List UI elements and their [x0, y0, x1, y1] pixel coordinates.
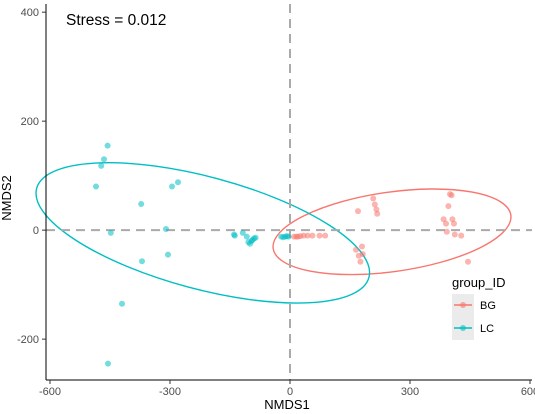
point-bg — [355, 208, 361, 215]
y-tick-label: 200 — [21, 116, 39, 128]
point-lc — [231, 232, 238, 239]
point-lc — [119, 300, 125, 307]
point-lc — [107, 229, 114, 236]
point-bg — [374, 210, 381, 217]
legend-label-lc: LC — [480, 323, 494, 335]
data-points — [93, 142, 471, 367]
point-bg — [309, 232, 316, 239]
point-lc — [163, 226, 169, 233]
ellipse-lc — [35, 162, 371, 304]
stress-annotation: Stress = 0.012 — [66, 12, 166, 29]
point-bg — [443, 220, 449, 227]
point-bg — [357, 258, 364, 265]
point-lc — [139, 258, 145, 265]
point-lc — [98, 162, 105, 169]
point-bg — [443, 228, 450, 235]
point-bg — [353, 246, 359, 253]
point-lc — [101, 156, 107, 163]
point-bg — [445, 203, 452, 210]
point-bg — [458, 232, 465, 239]
point-lc — [285, 233, 292, 240]
point-lc — [252, 234, 259, 241]
point-bg — [359, 251, 366, 258]
y-axis-label: NMDS2 — [0, 175, 14, 221]
y-tick-label: -200 — [17, 334, 39, 346]
point-bg — [451, 231, 458, 238]
point-lc — [169, 183, 175, 190]
point-lc — [165, 251, 171, 258]
legend-key-dot-bg — [460, 302, 466, 308]
point-bg — [370, 195, 377, 202]
point-lc — [239, 229, 246, 236]
axes — [45, 4, 532, 381]
legend: group_ID BG LC — [452, 275, 505, 340]
point-bg — [316, 232, 323, 239]
point-bg — [304, 232, 311, 239]
point-bg — [322, 232, 329, 239]
point-bg — [448, 192, 455, 199]
point-lc — [104, 142, 111, 149]
point-lc — [93, 183, 99, 190]
point-lc — [138, 200, 145, 207]
legend-key-dot-lc — [460, 325, 466, 331]
x-axis-label: NMDS1 — [264, 397, 310, 412]
legend-title: group_ID — [452, 275, 505, 290]
point-lc — [105, 360, 111, 367]
point-lc — [175, 179, 181, 186]
x-tick-label: 300 — [401, 386, 419, 398]
legend-label-bg: BG — [480, 300, 496, 312]
x-tick-label: -300 — [159, 386, 181, 398]
point-bg — [465, 258, 471, 265]
y-tick-label: 0 — [33, 225, 39, 237]
x-tick-label: -600 — [39, 386, 61, 398]
point-bg — [359, 243, 365, 250]
point-lc — [243, 233, 250, 240]
confidence-ellipses — [35, 162, 512, 304]
x-tick-label: 0 — [287, 386, 293, 398]
legend-key-background — [452, 294, 474, 340]
x-tick-label: 600 — [521, 386, 535, 398]
ellipse-bg — [272, 188, 512, 276]
point-bg — [451, 220, 457, 227]
y-tick-label: 400 — [21, 7, 39, 19]
reference-lines — [46, 4, 532, 380]
axis-ticks: -600 -300 0 300 600 -200 0 200 400 — [17, 7, 535, 398]
point-bg — [371, 201, 378, 208]
